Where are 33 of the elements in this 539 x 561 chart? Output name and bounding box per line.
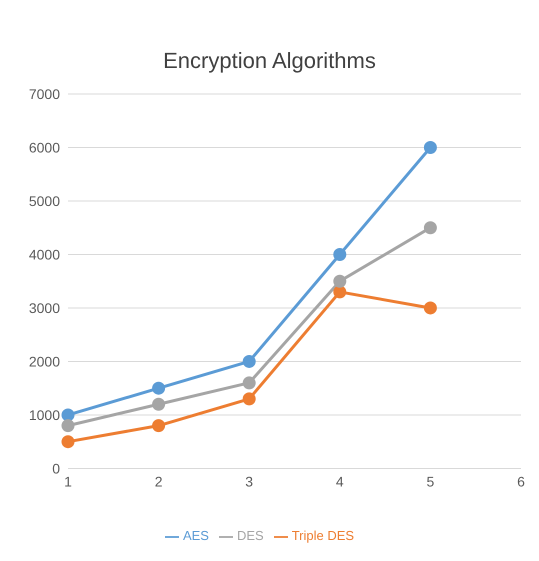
y-tick-label: 0 [52, 460, 60, 476]
x-tick-label: 5 [426, 473, 434, 490]
y-tick-label: 5000 [28, 192, 60, 209]
point [242, 354, 256, 368]
x-tick-label: 6 [517, 473, 526, 490]
y-tick-label: 6000 [28, 139, 60, 156]
legend-label: AES [182, 528, 209, 544]
point [152, 398, 166, 411]
point [152, 419, 166, 432]
x-tick-label: 3 [245, 473, 254, 490]
point [242, 392, 256, 406]
point [333, 285, 346, 298]
chart-title: Encryption Algorithms [162, 47, 377, 75]
y-tick-label: 1000 [28, 406, 60, 423]
y-tick-label: 4000 [28, 246, 60, 262]
point [424, 140, 437, 154]
point [424, 221, 437, 234]
point [62, 408, 74, 422]
legend-label: Triple DES [292, 528, 354, 544]
point [333, 274, 346, 288]
point [333, 248, 346, 261]
point [62, 435, 74, 448]
x-tick-label: 1 [64, 473, 72, 490]
x-tick-label: 2 [154, 473, 163, 490]
point [424, 301, 437, 314]
y-tick-label: 7000 [28, 86, 60, 102]
legend-label: DES [236, 528, 264, 544]
point [152, 382, 166, 395]
y-tick-label: 3000 [28, 300, 60, 316]
y-tick-label: 2000 [28, 353, 60, 370]
point [62, 419, 74, 432]
x-tick-label: 4 [336, 473, 344, 490]
point [242, 376, 256, 390]
